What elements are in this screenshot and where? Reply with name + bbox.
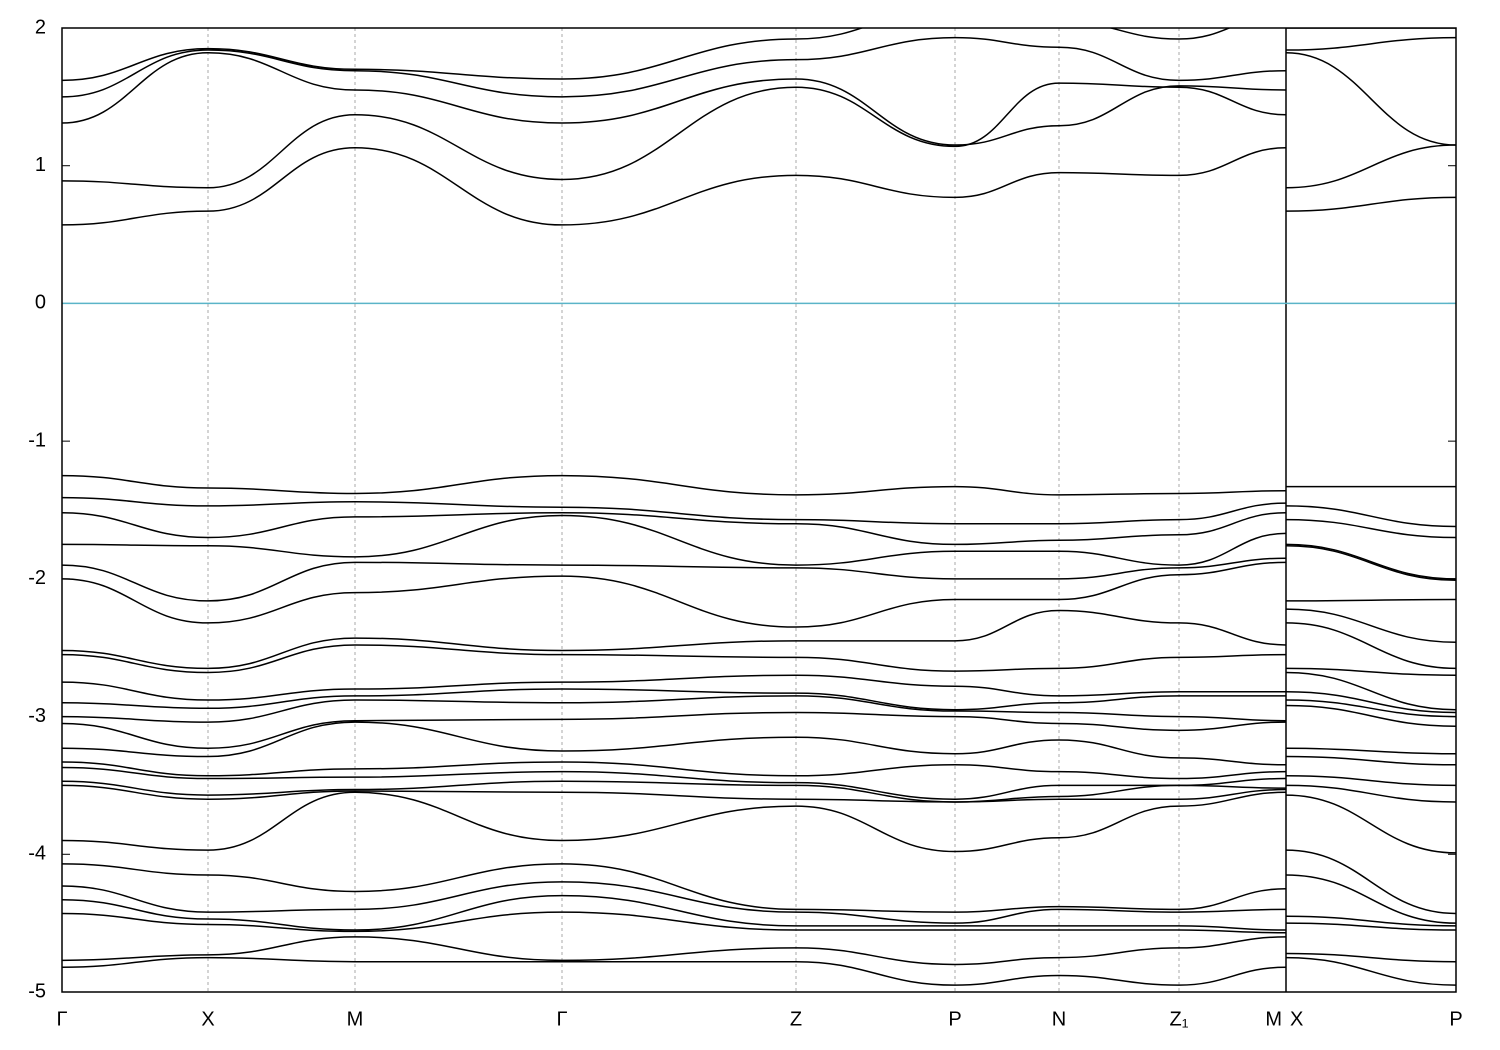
band-line	[62, 894, 1456, 931]
band-line	[62, 691, 1456, 723]
band-line	[62, 496, 1456, 528]
y-tick-label: -1	[28, 429, 46, 451]
x-tick-label: M	[1265, 1008, 1282, 1030]
bands	[62, 28, 1456, 986]
x-tick-label: P	[1449, 1008, 1462, 1030]
x-tick-label: Z₁	[1170, 1008, 1189, 1030]
x-tick-label: Γ	[556, 1008, 567, 1030]
y-tick-label: -5	[28, 980, 46, 1002]
band-line	[62, 474, 1456, 496]
band-line	[62, 699, 1456, 750]
band-line	[62, 849, 1456, 915]
band-line	[62, 956, 1456, 986]
x-tick-label: M	[347, 1008, 364, 1030]
y-tick-label: -3	[28, 705, 46, 727]
band-line	[62, 36, 1456, 98]
band-line	[62, 775, 1456, 803]
band-line	[62, 561, 1456, 628]
y-tick-label: 2	[35, 16, 46, 38]
band-line	[62, 147, 1456, 226]
y-tick-label: 1	[35, 154, 46, 176]
band-line	[62, 747, 1456, 780]
x-tick-label: Z	[790, 1008, 802, 1030]
band-line	[62, 936, 1456, 966]
band-line	[62, 52, 1456, 146]
band-line	[62, 511, 1456, 546]
band-line	[62, 667, 1456, 701]
y-tick-label: -2	[28, 567, 46, 589]
x-tick-label: Γ	[56, 1008, 67, 1030]
x-tick-label: P	[948, 1008, 961, 1030]
x-tick-label: X	[1290, 1008, 1303, 1030]
band-line	[62, 874, 1456, 924]
band-line	[62, 671, 1456, 711]
band-line	[62, 28, 1456, 82]
band-line	[62, 911, 1456, 934]
y-tick-label: 0	[35, 292, 46, 314]
band-line	[62, 704, 1456, 766]
x-tick-label: N	[1052, 1008, 1066, 1030]
band-line	[62, 791, 1456, 854]
band-line	[62, 755, 1456, 800]
band-line	[62, 784, 1456, 803]
grid	[62, 27, 1456, 993]
plot-frame	[61, 27, 1457, 993]
band-line	[62, 622, 1456, 674]
band-line	[62, 545, 1456, 602]
band-line	[62, 82, 1456, 189]
band-line	[62, 514, 1456, 580]
y-tick-label: -4	[28, 843, 46, 865]
band-line	[62, 608, 1456, 670]
x-tick-label: X	[201, 1008, 214, 1030]
